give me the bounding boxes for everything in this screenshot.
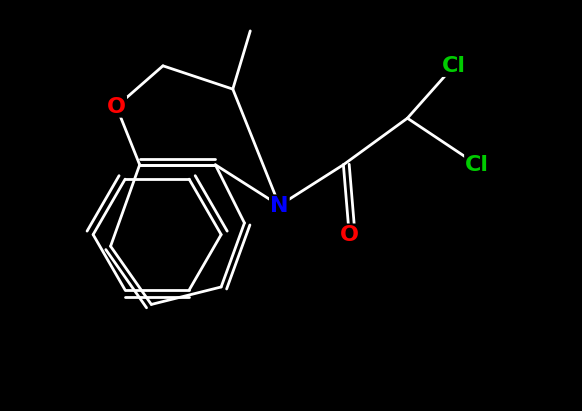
Text: O: O	[107, 97, 126, 117]
Text: Cl: Cl	[465, 155, 489, 175]
Text: O: O	[340, 224, 359, 245]
Text: Cl: Cl	[442, 56, 466, 76]
Text: N: N	[270, 196, 289, 215]
